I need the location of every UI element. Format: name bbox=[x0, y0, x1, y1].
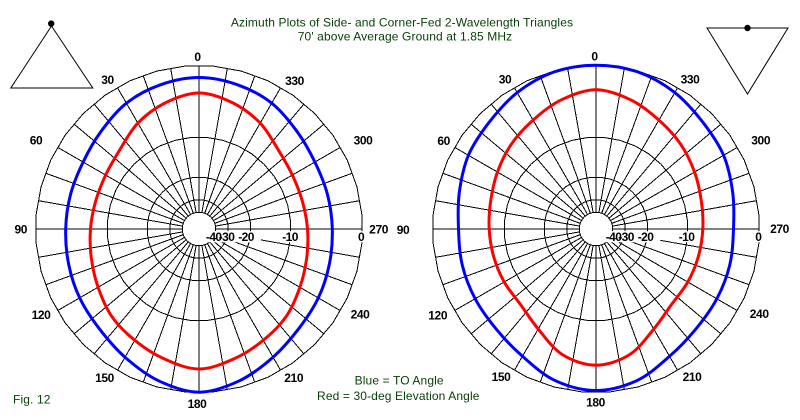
svg-text:120: 120 bbox=[428, 309, 448, 323]
svg-text:90: 90 bbox=[397, 223, 410, 237]
svg-text:-40: -40 bbox=[206, 230, 222, 244]
svg-text:120: 120 bbox=[32, 308, 52, 322]
svg-text:300: 300 bbox=[354, 133, 374, 147]
svg-text:30: 30 bbox=[499, 73, 512, 87]
svg-text:60: 60 bbox=[30, 133, 43, 147]
svg-text:Blue = TO Angle: Blue = TO Angle bbox=[355, 374, 444, 388]
svg-text:240: 240 bbox=[750, 307, 770, 321]
svg-text:240: 240 bbox=[351, 307, 371, 321]
svg-text:Red = 30-deg Elevation Angle: Red = 30-deg Elevation Angle bbox=[317, 389, 480, 403]
svg-text:0: 0 bbox=[358, 230, 365, 244]
svg-text:Azimuth Plots of Side- and Cor: Azimuth Plots of Side- and Corner-Fed 2-… bbox=[231, 16, 573, 30]
svg-text:270: 270 bbox=[369, 222, 389, 236]
svg-text:180: 180 bbox=[586, 395, 606, 409]
svg-text:60: 60 bbox=[437, 134, 450, 148]
svg-text:90: 90 bbox=[15, 223, 28, 237]
svg-text:150: 150 bbox=[492, 370, 512, 384]
svg-text:Fig. 12: Fig. 12 bbox=[13, 393, 51, 407]
svg-text:-40: -40 bbox=[606, 230, 622, 244]
svg-text:210: 210 bbox=[683, 370, 703, 384]
svg-text:70' above Average Ground at 1.: 70' above Average Ground at 1.85 MHz bbox=[298, 30, 513, 44]
svg-text:150: 150 bbox=[95, 371, 115, 385]
svg-text:330: 330 bbox=[681, 73, 701, 87]
svg-text:30: 30 bbox=[101, 73, 114, 87]
svg-text:-20: -20 bbox=[238, 230, 254, 244]
svg-text:0: 0 bbox=[194, 50, 201, 64]
svg-text:0: 0 bbox=[755, 230, 762, 244]
svg-text:210: 210 bbox=[284, 371, 304, 385]
svg-text:-30: -30 bbox=[618, 230, 634, 244]
svg-text:300: 300 bbox=[751, 134, 771, 148]
svg-text:-20: -20 bbox=[638, 230, 654, 244]
svg-text:330: 330 bbox=[285, 74, 305, 88]
svg-text:-30: -30 bbox=[219, 230, 235, 244]
svg-text:270: 270 bbox=[770, 222, 790, 236]
svg-text:180: 180 bbox=[188, 397, 208, 411]
svg-text:0: 0 bbox=[591, 49, 598, 63]
svg-text:-10: -10 bbox=[679, 230, 695, 244]
svg-text:-10: -10 bbox=[282, 230, 298, 244]
